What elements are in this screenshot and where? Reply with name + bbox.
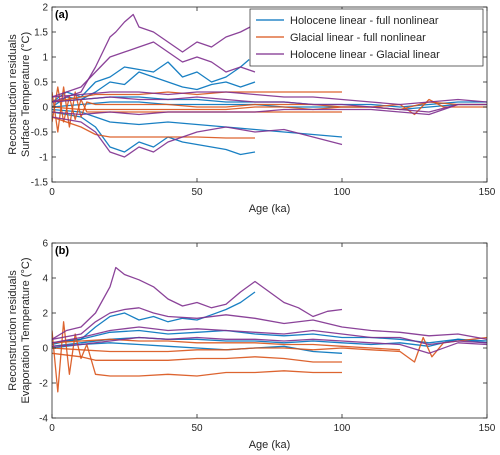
y-tick-label: 1.5 <box>34 28 48 39</box>
series-line-1-4 <box>52 101 487 111</box>
x-axis-label: Age (ka) <box>249 439 291 451</box>
axes-box <box>51 242 488 419</box>
x-tick-label: 50 <box>191 423 203 434</box>
y-axis-label-line2: Evaporation Temperature (°C) <box>20 257 32 403</box>
series-line-3-4 <box>52 336 487 354</box>
series-line-1-5 <box>52 111 256 156</box>
panel-a: 0 50 100 150 -1.5 -1 -0.5 0 0.5 1 1.5 2 Age (ka) Reco… <box>7 3 496 216</box>
axes-box <box>51 6 488 183</box>
x-tick-label: 100 <box>334 423 351 434</box>
plot-area <box>52 243 487 418</box>
series-line-1-2 <box>52 71 256 108</box>
x-tick-label: 150 <box>479 423 496 434</box>
x-tick-label: 0 <box>49 423 55 434</box>
y-tick-label: 4 <box>42 274 48 285</box>
y-tick-label: 2 <box>42 309 48 320</box>
series-line-3-3 <box>52 91 487 106</box>
legend: Holocene linear - full nonlinear Glacial … <box>249 8 484 67</box>
x-tick-label: 150 <box>479 187 496 198</box>
legend-box <box>249 8 484 67</box>
x-tick-label: 50 <box>191 187 203 198</box>
x-axis-label: Age (ka) <box>249 203 291 215</box>
x-tick-label: 100 <box>334 187 351 198</box>
y-tick-label: -2 <box>39 379 48 390</box>
series-line-2-1 <box>52 321 342 393</box>
series-line-1-1 <box>52 59 250 103</box>
series-group <box>52 13 487 158</box>
series-line-3-3 <box>52 326 487 346</box>
legend-entry: Glacial linear - full nonlinear <box>290 32 426 44</box>
legend-entry: Holocene linear - Glacial linear <box>290 49 440 61</box>
series-line-2-5 <box>52 98 487 116</box>
series-line-3-2 <box>52 307 487 340</box>
panel-b: 0 50 100 150 -4 -2 0 2 4 6 Age (ka) Reconstruction … <box>7 239 496 452</box>
y-tick-label: -1 <box>39 153 48 164</box>
y-tick-label: 0 <box>42 344 48 355</box>
legend-entry: Holocene linear - full nonlinear <box>290 15 439 27</box>
series-line-2-3 <box>52 116 255 139</box>
series-line-1-6 <box>52 108 343 138</box>
y-tick-label: 0 <box>42 103 48 114</box>
y-axis-label-line1: Reconstruction residuals <box>7 34 19 155</box>
panel-label: (a) <box>55 9 69 21</box>
series-line-3-1 <box>52 13 256 103</box>
y-tick-label: 0.5 <box>34 78 48 89</box>
y-tick-label: -1.5 <box>31 178 49 189</box>
series-group <box>52 266 487 393</box>
series-line-2-3 <box>52 336 487 363</box>
y-axis-label-line1: Reconstruction residuals <box>7 270 19 391</box>
series-line-3-4 <box>52 96 487 113</box>
y-tick-label: -0.5 <box>31 128 49 139</box>
series-line-1-1 <box>52 291 256 346</box>
x-tick-label: 0 <box>49 187 55 198</box>
y-tick-label: 6 <box>42 239 48 250</box>
series-line-3-2 <box>52 41 256 98</box>
series-line-3-6 <box>52 103 459 116</box>
y-tick-label: 1 <box>42 53 48 64</box>
series-line-2-4 <box>52 338 401 351</box>
y-tick-label: -4 <box>39 414 48 425</box>
y-tick-label: 2 <box>42 3 48 14</box>
panel-label: (b) <box>55 245 69 257</box>
series-line-2-2 <box>52 352 342 363</box>
series-line-1-3 <box>52 336 487 347</box>
series-line-3-1 <box>52 266 343 340</box>
series-line-3-5 <box>52 116 343 158</box>
y-axis-label-line2: Surface Temperature (°C) <box>20 32 32 157</box>
